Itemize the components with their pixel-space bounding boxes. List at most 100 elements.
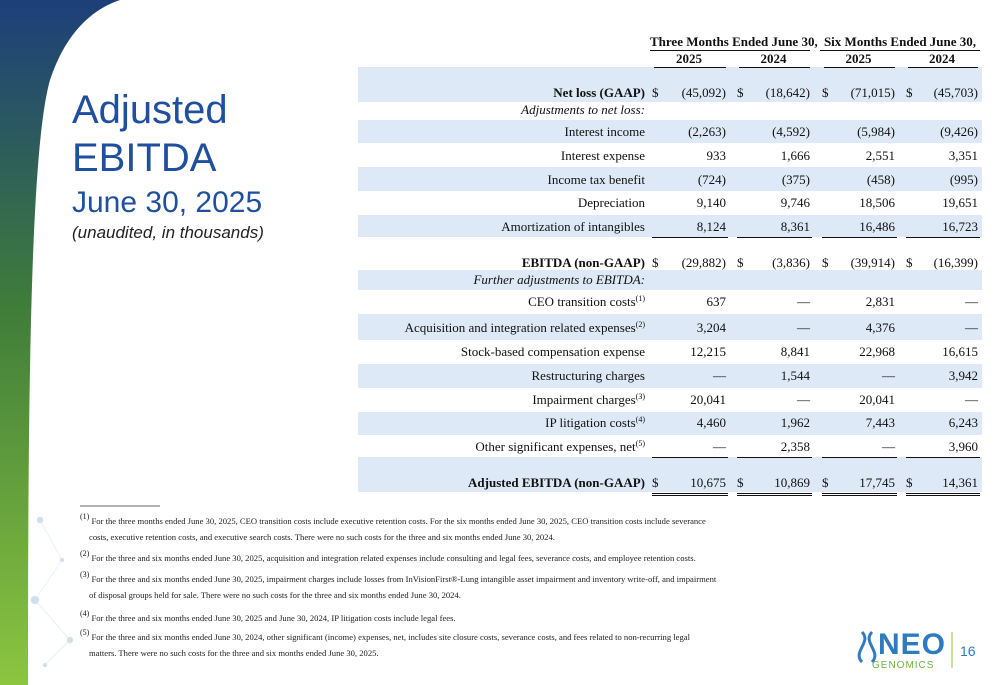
title-line: EBITDA bbox=[72, 136, 217, 180]
header-rule bbox=[654, 67, 726, 68]
cell-value: (375) bbox=[781, 172, 810, 187]
footnote-marker: (4) bbox=[80, 609, 90, 618]
cell-value: 22,968 bbox=[859, 344, 895, 359]
cell-value: (4,592) bbox=[772, 124, 810, 139]
cell-value: (9,426) bbox=[940, 124, 978, 139]
underline bbox=[652, 492, 728, 496]
group-header: Six Months Ended June 30, bbox=[823, 34, 977, 49]
cell-value: 4,376 bbox=[865, 320, 895, 335]
cell-value: 10,675 bbox=[690, 475, 726, 490]
year-header: 2024 bbox=[929, 51, 955, 66]
row-label: Stock-based compensation expense bbox=[460, 344, 645, 359]
underline bbox=[737, 236, 812, 238]
row-band bbox=[358, 412, 982, 435]
subtitle: June 30, 2025 bbox=[72, 186, 263, 219]
underline bbox=[906, 236, 980, 238]
currency: $ bbox=[822, 475, 829, 490]
logo-sub: GENOMICS bbox=[872, 660, 935, 671]
cell-value: (29,882) bbox=[681, 255, 726, 270]
cell-value: 637 bbox=[706, 294, 727, 309]
cell-value: 12,215 bbox=[690, 344, 726, 359]
currency: $ bbox=[906, 85, 913, 100]
cell-value: 20,041 bbox=[859, 392, 895, 407]
underline bbox=[822, 236, 897, 238]
note-ref: (5) bbox=[635, 439, 645, 448]
currency: $ bbox=[906, 475, 913, 490]
cell-value: (995) bbox=[949, 172, 978, 187]
currency: $ bbox=[906, 255, 913, 270]
cell-value: (45,092) bbox=[681, 85, 726, 100]
row-band bbox=[358, 167, 982, 191]
row-label: Adjusted EBITDA (non-GAAP) bbox=[468, 475, 645, 490]
row-label: IP litigation costs(4) bbox=[545, 415, 645, 430]
currency: $ bbox=[652, 85, 659, 100]
cell-value: (3,836) bbox=[772, 255, 810, 270]
cell-value: 1,666 bbox=[780, 148, 810, 163]
cell-value: 4,460 bbox=[696, 415, 726, 430]
footnote-text: For the three and six months ended June … bbox=[89, 574, 717, 600]
footnote-marker: (3) bbox=[80, 570, 90, 579]
year-header: 2025 bbox=[845, 51, 872, 66]
cell-value: — bbox=[882, 368, 895, 383]
cell-value: 2,358 bbox=[780, 439, 810, 454]
cell-value: — bbox=[965, 294, 978, 309]
currency: $ bbox=[737, 475, 744, 490]
cell-value: (2,263) bbox=[688, 124, 726, 139]
cell-value: — bbox=[965, 392, 978, 407]
cell-value: 8,124 bbox=[696, 219, 726, 234]
row-label: Impairment charges(3) bbox=[532, 392, 645, 407]
underline bbox=[652, 236, 728, 238]
header-rule bbox=[820, 50, 980, 51]
currency: $ bbox=[652, 255, 659, 270]
cell-value: 2,831 bbox=[865, 294, 895, 309]
footnote: (5) For the three and six months ended J… bbox=[80, 628, 719, 661]
cell-value: — bbox=[797, 320, 810, 335]
row-band bbox=[358, 364, 982, 388]
year-header: 2024 bbox=[760, 51, 787, 66]
row-label: Further adjustments to EBITDA: bbox=[473, 272, 645, 287]
cell-value: 19,651 bbox=[942, 195, 978, 210]
row-label: Interest expense bbox=[560, 148, 645, 163]
currency: $ bbox=[822, 85, 829, 100]
cell-value: — bbox=[797, 392, 810, 407]
row-label: Other significant expenses, net(5) bbox=[475, 439, 645, 454]
footnote-text: For the three months ended June 30, 2025… bbox=[89, 516, 706, 542]
note-ref: (3) bbox=[635, 392, 645, 401]
cell-value: (18,642) bbox=[765, 85, 810, 100]
footnote: (4) For the three and six months ended J… bbox=[80, 609, 719, 627]
cell-value: — bbox=[882, 439, 895, 454]
note-ref: (4) bbox=[635, 415, 645, 424]
underline bbox=[822, 492, 897, 496]
currency: $ bbox=[822, 255, 829, 270]
year-header: 2025 bbox=[676, 51, 702, 66]
cell-value: 17,745 bbox=[859, 475, 895, 490]
header-rule bbox=[739, 67, 810, 68]
cell-value: 3,204 bbox=[696, 320, 726, 335]
row-label: EBITDA (non-GAAP) bbox=[521, 255, 645, 270]
row-label: Restructuring charges bbox=[531, 368, 645, 383]
cell-value: 3,942 bbox=[948, 368, 978, 383]
header-rule bbox=[650, 50, 810, 51]
cell-value: 16,615 bbox=[942, 344, 978, 359]
footnote: (3) For the three and six months ended J… bbox=[80, 570, 719, 603]
underline bbox=[906, 492, 980, 496]
row-label: Amortization of intangibles bbox=[501, 219, 645, 234]
underline bbox=[737, 492, 812, 496]
cell-value: 1,544 bbox=[780, 368, 810, 383]
cell-value: 18,506 bbox=[859, 195, 895, 210]
row-label: Depreciation bbox=[577, 195, 645, 210]
currency: $ bbox=[737, 85, 744, 100]
cell-value: 16,723 bbox=[942, 219, 978, 234]
row-band bbox=[358, 120, 982, 143]
note: (unaudited, in thousands) bbox=[72, 223, 264, 242]
row-label: Adjustments to net loss: bbox=[521, 102, 645, 117]
underline bbox=[906, 456, 980, 458]
cell-value: 9,140 bbox=[696, 195, 726, 210]
cell-value: 3,351 bbox=[948, 148, 978, 163]
cell-value: 3,960 bbox=[948, 439, 978, 454]
currency: $ bbox=[652, 475, 659, 490]
cell-value: 16,486 bbox=[859, 219, 895, 234]
cell-value: 8,361 bbox=[780, 219, 810, 234]
cell-value: — bbox=[965, 320, 978, 335]
footnote-marker: (5) bbox=[80, 628, 90, 637]
